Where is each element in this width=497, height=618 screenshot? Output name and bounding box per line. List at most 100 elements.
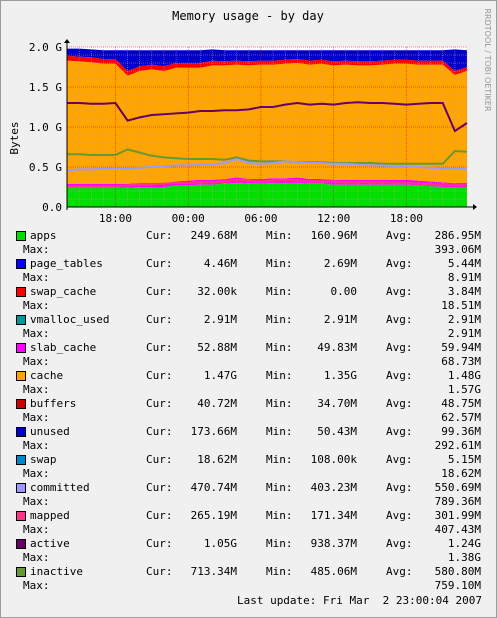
max-value: 407.43M bbox=[434, 523, 481, 536]
cur-label: Cur: bbox=[146, 229, 173, 242]
avg-label: Avg: bbox=[386, 369, 413, 382]
max-label: Max: bbox=[23, 439, 50, 452]
legend-row-committed: committed Cur: 470.74M Min: 403.23M Avg: 550.6… bbox=[0, 481, 497, 495]
legend-swatch bbox=[16, 259, 26, 269]
legend-swatch bbox=[16, 231, 26, 241]
y-tick-label: 0.5 G bbox=[29, 161, 62, 174]
cur-label: Cur: bbox=[146, 565, 173, 578]
legend-max-row-cache: Max: 1.57G bbox=[0, 383, 497, 397]
min-value: 160.96M bbox=[310, 229, 357, 242]
avg-label: Avg: bbox=[386, 341, 413, 354]
cur-label: Cur: bbox=[146, 397, 173, 410]
cur-value: 52.88M bbox=[197, 341, 237, 354]
x-tick-label: 00:00 bbox=[172, 212, 205, 225]
min-label: Min: bbox=[266, 285, 293, 298]
area-buffers bbox=[67, 55, 467, 76]
cur-value: 1.05G bbox=[203, 537, 237, 550]
legend-max-row-mapped: Max: 407.43M bbox=[0, 523, 497, 537]
max-label: Max: bbox=[23, 383, 50, 396]
cur-value: 265.19M bbox=[190, 509, 237, 522]
max-label: Max: bbox=[23, 299, 50, 312]
min-label: Min: bbox=[266, 369, 293, 382]
x-axis-arrow bbox=[473, 204, 477, 210]
legend-max-row-swap: Max: 18.62M bbox=[0, 467, 497, 481]
min-value: 403.23M bbox=[310, 481, 357, 494]
avg-label: Avg: bbox=[386, 481, 413, 494]
max-label: Max: bbox=[23, 411, 50, 424]
legend-name: active bbox=[30, 537, 70, 550]
axes bbox=[64, 39, 477, 210]
cur-value: 173.66M bbox=[190, 425, 237, 438]
max-value: 18.62M bbox=[441, 467, 481, 480]
line-active bbox=[67, 101, 468, 133]
cur-value: 470.74M bbox=[190, 481, 237, 494]
min-label: Min: bbox=[266, 313, 293, 326]
legend-row-buffers: buffers Cur: 40.72M Min: 34.70M Avg: 48.75M bbox=[0, 397, 497, 411]
avg-value: 1.24G bbox=[447, 537, 481, 550]
min-label: Min: bbox=[266, 341, 293, 354]
max-value: 393.06M bbox=[434, 243, 481, 256]
y-axis-arrow bbox=[64, 39, 70, 43]
max-value: 759.10M bbox=[434, 579, 481, 592]
avg-label: Avg: bbox=[386, 509, 413, 522]
min-value: 171.34M bbox=[310, 509, 357, 522]
y-axis-label: Bytes bbox=[8, 121, 21, 154]
x-tick-label: 06:00 bbox=[244, 212, 277, 225]
cur-label: Cur: bbox=[146, 285, 173, 298]
min-value: 485.06M bbox=[310, 565, 357, 578]
avg-label: Avg: bbox=[386, 537, 413, 550]
legend-row-slab_cache: slab_cache Cur: 52.88M Min: 49.83M Avg: 59.94M bbox=[0, 341, 497, 355]
avg-label: Avg: bbox=[386, 425, 413, 438]
legend-name: inactive bbox=[30, 565, 83, 578]
avg-value: 580.80M bbox=[434, 565, 481, 578]
min-value: 34.70M bbox=[317, 397, 357, 410]
line-mapped bbox=[67, 178, 467, 188]
cur-value: 40.72M bbox=[197, 397, 237, 410]
legend-row-vmalloc_used: vmalloc_used Cur: 2.91M Min: 2.91M Avg: 2.91M bbox=[0, 313, 497, 327]
legend-row-page_tables: page_tables Cur: 4.46M Min: 2.69M Avg: 5.44M bbox=[0, 257, 497, 271]
min-label: Min: bbox=[266, 257, 293, 270]
max-value: 1.38G bbox=[447, 551, 481, 564]
legend-name: apps bbox=[30, 229, 57, 242]
legend-name: slab_cache bbox=[30, 341, 97, 354]
min-value: 2.69M bbox=[323, 257, 357, 270]
max-label: Max: bbox=[23, 271, 50, 284]
avg-value: 59.94M bbox=[441, 341, 481, 354]
y-tick-labels: 0.0 0.5 G 1.0 G 1.5 G 2.0 G bbox=[29, 41, 62, 214]
legend-name: cache bbox=[30, 369, 64, 382]
min-label: Min: bbox=[266, 397, 293, 410]
legend-name: mapped bbox=[30, 509, 70, 522]
line-committed bbox=[66, 157, 468, 172]
max-value: 8.91M bbox=[447, 271, 481, 284]
min-label: Min: bbox=[266, 453, 293, 466]
area-cache bbox=[67, 60, 467, 184]
grid-lines bbox=[66, 46, 468, 207]
legend-swatch bbox=[16, 455, 26, 465]
avg-value: 301.99M bbox=[434, 509, 481, 522]
max-value: 1.57G bbox=[447, 383, 481, 396]
min-label: Min: bbox=[266, 565, 293, 578]
max-label: Max: bbox=[23, 495, 50, 508]
y-tick-label: 0.0 bbox=[42, 201, 62, 214]
max-value: 62.57M bbox=[441, 411, 481, 424]
legend-row-inactive: inactive Cur: 713.34M Min: 485.06M Avg: 580.80… bbox=[0, 565, 497, 579]
avg-label: Avg: bbox=[386, 453, 413, 466]
min-value: 1.35G bbox=[323, 369, 357, 382]
legend-max-row-page_tables: Max: 8.91M bbox=[0, 271, 497, 285]
cur-value: 2.91M bbox=[203, 313, 237, 326]
cur-value: 713.34M bbox=[190, 565, 237, 578]
cur-value: 1.47G bbox=[203, 369, 237, 382]
max-value: 789.36M bbox=[434, 495, 481, 508]
max-label: Max: bbox=[23, 523, 50, 536]
min-value: 2.91M bbox=[323, 313, 357, 326]
legend-swatch bbox=[16, 539, 26, 549]
legend-name: swap_cache bbox=[30, 285, 97, 298]
legend-swatch bbox=[16, 343, 26, 353]
cur-value: 32.00k bbox=[197, 285, 237, 298]
legend-row-mapped: mapped Cur: 265.19M Min: 171.34M Avg: 301.99M bbox=[0, 509, 497, 523]
cur-label: Cur: bbox=[146, 257, 173, 270]
legend-max-row-inactive: Max: 759.10M bbox=[0, 579, 497, 593]
min-label: Min: bbox=[266, 509, 293, 522]
legend-max-row-committed: Max: 789.36M bbox=[0, 495, 497, 509]
legend-row-apps: apps Cur: 249.68M Min: 160.96M Avg: 286.95M bbox=[0, 229, 497, 243]
